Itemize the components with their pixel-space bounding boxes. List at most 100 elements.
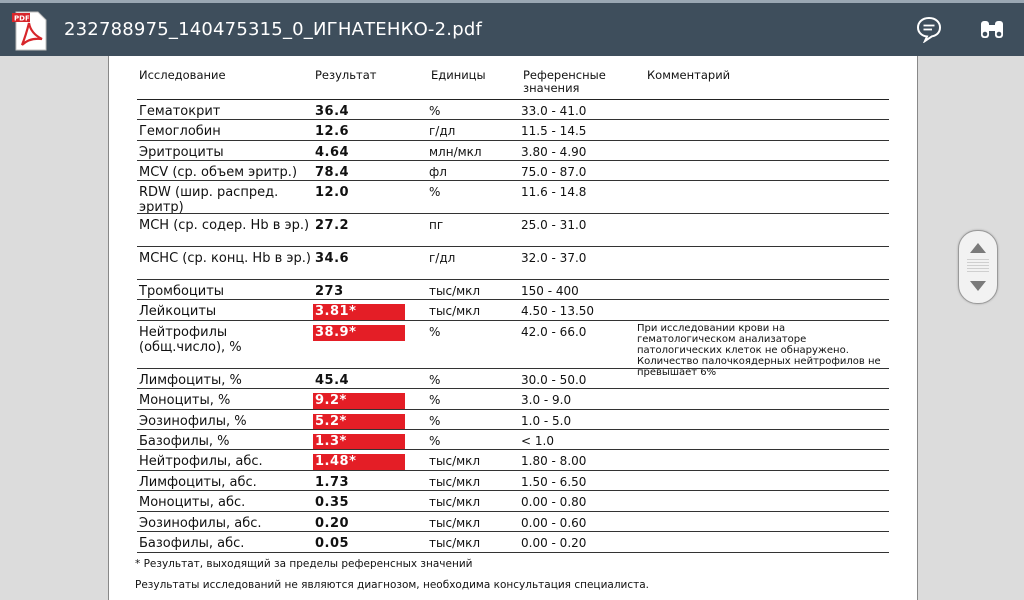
row-reference: 32.0 - 37.0 (521, 251, 587, 265)
row-name: Лейкоциты (139, 304, 217, 319)
row-reference: < 1.0 (521, 434, 554, 448)
row-units: г/дл (429, 124, 456, 138)
row-name: Моноциты, абс. (139, 495, 246, 510)
table-row: MCH (ср. содер. Hb в эр.) 27.2 пг 25.0 - 31… (137, 213, 889, 247)
table-row: Тромбоциты 273 тыс/мкл 150 - 400 (137, 279, 889, 300)
row-result: 36.4 (315, 104, 350, 119)
row-units: % (429, 104, 441, 118)
row-units: г/дл (429, 251, 456, 265)
row-result: 12.6 (315, 124, 350, 139)
abnormal-result: 9.2* (313, 393, 405, 409)
row-reference: 3.0 - 9.0 (521, 393, 572, 407)
row-units: % (429, 414, 441, 428)
row-units: тыс/мкл (429, 536, 481, 550)
document-title: 232788975_140475315_0_ИГНАТЕНКО-2.pdf (64, 19, 482, 40)
row-units: тыс/мкл (429, 304, 481, 318)
table-row: Моноциты, % 9.2*% 3.0 - 9.0 (137, 388, 889, 410)
pdf-app-icon: PDF (12, 11, 48, 51)
page-scroller[interactable] (958, 230, 998, 304)
pdf-badge-label: PDF (14, 15, 30, 23)
row-units: % (429, 185, 441, 199)
document-viewer[interactable]: Исследование Результат Единицы Референсн… (0, 56, 1024, 600)
row-reference: 1.0 - 5.0 (521, 414, 572, 428)
header-name: Исследование (139, 68, 226, 82)
row-reference: 4.50 - 13.50 (521, 304, 595, 318)
row-name: MCHC (ср. конц. Hb в эр.) (139, 251, 311, 266)
table-row: MCV (ср. объем эритр.) 78.4 фл 75.0 - 87.0 (137, 160, 889, 181)
table-row: Лимфоциты, абс. 1.73 тыс/мкл 1.50 - 6.50 (137, 470, 889, 491)
find-button[interactable] (976, 15, 1008, 47)
header-units: Единицы (431, 68, 486, 82)
abnormal-result: 3.81* (313, 304, 405, 320)
row-name: Эозинофилы, % (139, 414, 247, 429)
row-comment: При исследовании крови на гематологическ… (637, 323, 881, 378)
row-result: 0.35 (315, 495, 350, 510)
scroller-grip (967, 259, 989, 273)
row-result: 1.73 (315, 475, 350, 490)
row-result: 273 (315, 284, 344, 299)
row-units: % (429, 325, 441, 339)
comment-icon (915, 15, 943, 47)
row-name: Тромбоциты (139, 284, 225, 299)
table-row: Нейтрофилы (общ.число), % 38.9*% 42.0 - 66… (137, 320, 889, 378)
row-reference: 42.0 - 66.0 (521, 325, 587, 339)
disclaimer-footnote: Результаты исследований не являются диаг… (135, 579, 650, 591)
row-name: Нейтрофилы, абс. (139, 454, 263, 469)
table-row: Гемоглобин 12.6 г/дл 11.5 - 14.5 (137, 119, 889, 141)
row-reference: 0.00 - 0.20 (521, 536, 587, 550)
row-name: Базофилы, % (139, 434, 230, 449)
row-reference: 0.00 - 0.60 (521, 516, 587, 530)
header-comment: Комментарий (647, 68, 731, 82)
abnormal-result: 5.2* (313, 414, 405, 430)
row-reference: 25.0 - 31.0 (521, 218, 587, 232)
arrow-up-icon[interactable] (970, 243, 986, 253)
row-units: фл (429, 165, 447, 179)
table-row: Эозинофилы, абс. 0.20 тыс/мкл 0.00 - 0.60 (137, 511, 889, 532)
comment-button[interactable] (913, 15, 945, 47)
row-name: Эозинофилы, абс. (139, 516, 262, 531)
row-units: % (429, 393, 441, 407)
pdf-page: Исследование Результат Единицы Референсн… (108, 56, 918, 600)
row-result: 4.64 (315, 145, 350, 160)
arrow-down-icon[interactable] (970, 281, 986, 291)
abnormal-result: 1.3* (313, 434, 405, 450)
row-reference: 30.0 - 50.0 (521, 373, 587, 387)
table-row: RDW (шир. распред. эритр) 12.0% 11.6 - 14.… (137, 180, 889, 215)
row-units: тыс/мкл (429, 516, 481, 530)
row-name: Нейтрофилы (общ.число), % (139, 325, 242, 355)
row-result: 34.6 (315, 251, 350, 266)
row-units: % (429, 373, 441, 387)
row-reference: 11.6 - 14.8 (521, 185, 587, 199)
row-result: 78.4 (315, 165, 350, 180)
row-name: RDW (шир. распред. эритр) (139, 185, 279, 215)
header-reference: Референсные значения (523, 68, 606, 95)
row-name: MCH (ср. содер. Hb в эр.) (139, 218, 310, 233)
top-toolbar: PDF 232788975_140475315_0_ИГНАТЕНКО-2.pd… (0, 0, 1024, 56)
abnormal-result: 1.48* (313, 454, 405, 470)
row-reference: 11.5 - 14.5 (521, 124, 587, 138)
row-units: % (429, 434, 441, 448)
table-row: Нейтрофилы, абс. 1.48* тыс/мкл 1.80 - 8.00 (137, 449, 889, 471)
row-name: Эритроциты (139, 145, 224, 160)
asterisk-footnote: * Результат, выходящий за пределы рефере… (135, 558, 473, 570)
row-name: Моноциты, % (139, 393, 231, 408)
table-row: Лимфоциты, % 45.4% 30.0 - 50.0 (137, 368, 889, 389)
table-row: Базофилы, % 1.3*% < 1.0 (137, 429, 889, 450)
row-reference: 150 - 400 (521, 284, 579, 298)
row-reference: 3.80 - 4.90 (521, 145, 587, 159)
row-result: 0.20 (315, 516, 350, 531)
binoculars-icon (978, 15, 1006, 47)
table-row: Моноциты, абс. 0.35 тыс/мкл 0.00 - 0.80 (137, 490, 889, 512)
abnormal-result: 38.9* (313, 325, 405, 341)
row-name: MCV (ср. объем эритр.) (139, 165, 298, 180)
table-row: Лейкоциты 3.81* тыс/мкл 4.50 - 13.50 (137, 299, 889, 321)
row-reference: 0.00 - 0.80 (521, 495, 587, 509)
table-row: MCHC (ср. конц. Hb в эр.) 34.6 г/дл 32.0 - … (137, 246, 889, 280)
row-units: млн/мкл (429, 145, 482, 159)
row-units: тыс/мкл (429, 284, 481, 298)
header-result: Результат (315, 68, 377, 82)
row-name: Гематокрит (139, 104, 221, 119)
row-units: тыс/мкл (429, 475, 481, 489)
table-row: Базофилы, абс. 0.05 тыс/мкл 0.00 - 0.20 (137, 531, 889, 553)
row-units: тыс/мкл (429, 495, 481, 509)
